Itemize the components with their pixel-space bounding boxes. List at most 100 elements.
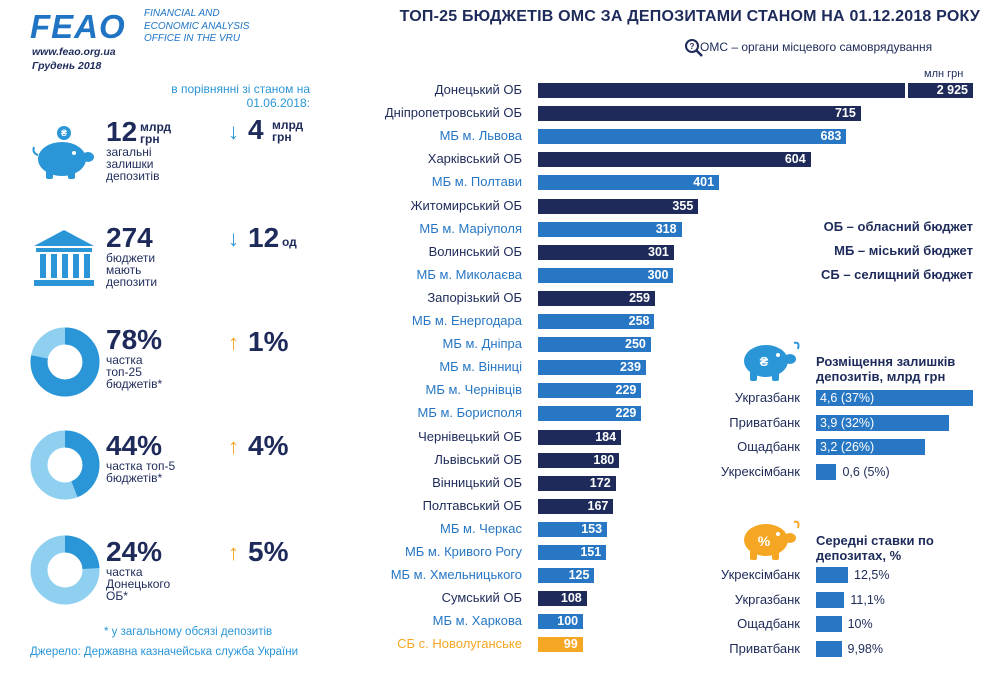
- category-label: МБ м. Львова: [439, 128, 522, 144]
- bank-label: Приватбанк: [729, 414, 800, 430]
- piggy-percent-icon: %: [744, 520, 800, 560]
- bank-label: Укргазбанк: [734, 591, 800, 607]
- svg-text:%: %: [758, 533, 771, 549]
- search-icon: ?: [685, 39, 703, 57]
- category-label: МБ м. Вінниці: [439, 359, 522, 375]
- bar-value-label: 184: [595, 429, 617, 444]
- bar-value-label: 318: [655, 221, 677, 236]
- share-donut-chart: [30, 327, 100, 397]
- bar-value-label: 229: [615, 406, 637, 421]
- category-label: Житомирський ОБ: [410, 197, 522, 213]
- bar: [538, 198, 699, 214]
- stat-value: 12: [106, 116, 138, 147]
- bar: [538, 545, 607, 560]
- website-link[interactable]: www.feao.org.ua: [32, 46, 116, 58]
- bar: [538, 83, 973, 98]
- bank-value-label: 0,6 (5%): [842, 464, 890, 479]
- bar-value-label: 2 925: [936, 83, 968, 97]
- bar: [538, 244, 674, 260]
- bar-value-label: 683: [820, 129, 842, 144]
- share-donut-chart: [30, 535, 100, 605]
- stat-unit: млрд грн: [140, 120, 172, 146]
- share-donut-chart: [30, 430, 100, 500]
- bank-building-icon: [34, 230, 94, 286]
- bank-value-label: 12,5%: [854, 568, 890, 582]
- bar: [538, 152, 811, 168]
- bar-value-label: 715: [834, 106, 856, 121]
- legend-mb: МБ – міський бюджет: [834, 243, 973, 258]
- bank-value-label: 3,2 (26%): [820, 440, 875, 454]
- category-label: МБ м. Черкас: [440, 520, 522, 536]
- donut-share-slice: [30, 430, 100, 500]
- piggy-bank-icon: ₴: [32, 126, 94, 179]
- bar: [538, 383, 642, 399]
- stat-desc: частка топ-5 бюджетів*: [106, 459, 176, 485]
- bank-bar: [816, 567, 848, 583]
- bank-value-label: 10%: [847, 617, 873, 631]
- bar-value-label: 125: [568, 568, 590, 583]
- bank-label: Укрексімбанк: [720, 567, 800, 582]
- bar-value-label: 239: [620, 360, 641, 375]
- bank-label: Укргазбанк: [734, 390, 800, 405]
- svg-text:₴: ₴: [61, 128, 67, 138]
- stat-desc: частка топ-25 бюджетів*: [106, 353, 163, 391]
- axis-break-mark: [905, 79, 908, 101]
- svg-text:?: ?: [690, 42, 695, 51]
- stat-desc: частка Донецького ОБ*: [106, 565, 171, 603]
- bank-label: Ощадбанк: [737, 616, 800, 631]
- category-label: МБ м. Хмельницького: [390, 567, 522, 583]
- bar: [538, 360, 646, 376]
- bank-bar: [816, 616, 842, 632]
- bar: [538, 475, 616, 491]
- bar-value-label: 100: [557, 614, 579, 629]
- bar-value-label: 229: [615, 383, 637, 398]
- bar: [538, 314, 655, 329]
- legend-sb: СБ – селищний бюджет: [821, 267, 973, 282]
- bank-label: Ощадбанк: [737, 439, 800, 454]
- category-label: Харківський ОБ: [427, 151, 522, 167]
- bar-value-label: 167: [587, 498, 609, 513]
- report-date: Грудень 2018: [32, 60, 102, 72]
- bar: [538, 637, 583, 653]
- delta-unit: млрд грн: [272, 118, 304, 144]
- bank-bar: [816, 414, 950, 431]
- bar: [538, 614, 584, 630]
- bar-value-label: 180: [593, 452, 615, 467]
- bar-value-label: 151: [580, 545, 602, 559]
- bar: [538, 568, 595, 584]
- delta-value: 4%: [248, 430, 289, 461]
- source-note: Джерело: Державна казначейська служба Ук…: [30, 646, 299, 658]
- logo-subtitle: FINANCIAL AND ECONOMIC ANALYSIS OFFICE I…: [144, 8, 250, 44]
- bar-value-label: 355: [672, 198, 694, 213]
- category-label: МБ м. Миколаєва: [416, 266, 522, 282]
- placement-title: Розміщення залишків депозитів, млрд грн: [816, 354, 956, 384]
- bar: [538, 429, 622, 445]
- bar-value-label: 108: [560, 591, 582, 606]
- bar: [538, 175, 720, 191]
- bar: [538, 521, 608, 537]
- bar-value-label: 259: [629, 290, 650, 305]
- oms-note: ОМС – органи місцевого самоврядування: [700, 40, 933, 54]
- delta-value: 1%: [248, 326, 289, 357]
- bar: [538, 337, 651, 353]
- donut-share-slice: [30, 327, 100, 397]
- category-label: МБ м. Полтави: [431, 174, 522, 190]
- bar-value-label: 172: [589, 475, 611, 490]
- footnote: * у загальному обсязі депозитів: [104, 626, 273, 638]
- bar: [538, 221, 682, 237]
- bar: [538, 267, 674, 283]
- stat-value: 274: [106, 222, 153, 253]
- delta-value: 4: [248, 114, 264, 145]
- donut-share-slice: [30, 535, 100, 605]
- delta-value: 5%: [248, 536, 289, 567]
- bank-bar: [816, 591, 845, 608]
- bar: [538, 498, 614, 514]
- arrow-down-icon: ↓: [228, 119, 239, 144]
- delta-value: 12: [248, 222, 280, 253]
- bar-value-label: 300: [647, 267, 669, 282]
- delta-unit: од: [282, 235, 297, 249]
- category-label: МБ м. Борисполя: [417, 405, 523, 421]
- arrow-up-icon: ↑: [228, 434, 239, 459]
- bar: [538, 591, 587, 607]
- stat-value: 44%: [106, 430, 163, 461]
